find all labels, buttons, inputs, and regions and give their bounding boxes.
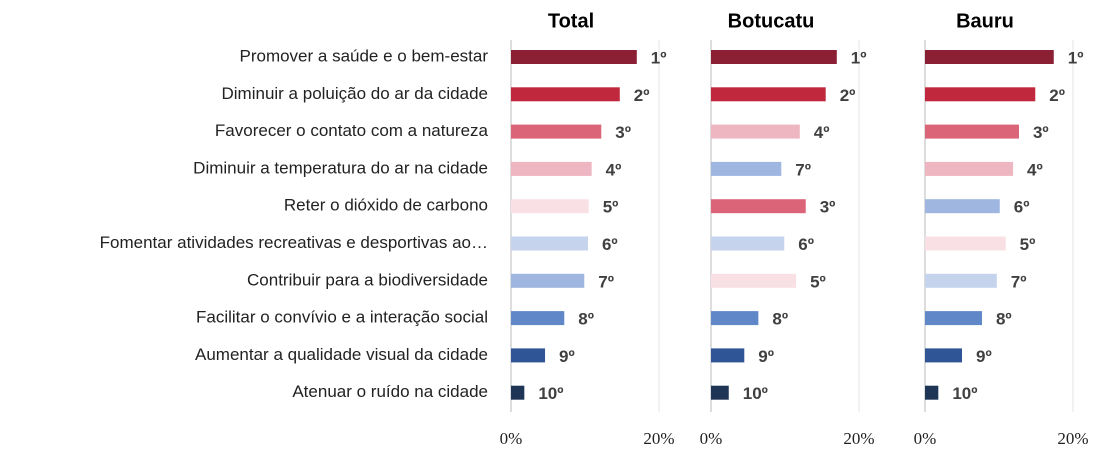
value-label: 4º xyxy=(814,123,830,142)
value-label: 10º xyxy=(743,384,768,403)
bar xyxy=(511,161,592,176)
bar xyxy=(511,236,588,251)
bar xyxy=(711,348,745,363)
value-label: 9º xyxy=(559,347,575,366)
value-label: 9º xyxy=(758,347,774,366)
bar xyxy=(925,311,982,326)
category-label: Reter o dióxido de carbono xyxy=(284,196,488,215)
bar xyxy=(711,273,797,288)
value-label: 2º xyxy=(840,86,856,105)
value-label: 7º xyxy=(795,160,811,179)
bar xyxy=(511,273,585,288)
bar xyxy=(511,348,546,363)
value-label: 6º xyxy=(1014,198,1030,217)
category-label: Promover a saúde e o bem-estar xyxy=(239,46,488,65)
bar xyxy=(711,385,729,400)
value-label: 5º xyxy=(1020,235,1036,254)
bar xyxy=(711,50,837,64)
x-tick-label: 20% xyxy=(843,429,874,448)
category-label: Fomentar atividades recreativas e despor… xyxy=(100,233,488,252)
value-label: 2º xyxy=(1049,86,1065,105)
bar xyxy=(511,311,565,326)
value-label: 2º xyxy=(634,86,650,105)
value-label: 6º xyxy=(602,235,618,254)
value-label: 3º xyxy=(1033,123,1049,142)
bar xyxy=(925,348,962,363)
panel-title: Total xyxy=(548,10,594,32)
value-label: 5º xyxy=(603,198,619,217)
bar xyxy=(511,87,620,102)
bar xyxy=(511,199,589,214)
x-tick-label: 0% xyxy=(914,429,937,448)
panel-title: Bauru xyxy=(956,10,1014,32)
category-label: Aumentar a qualidade visual da cidade xyxy=(195,345,488,364)
bar xyxy=(925,273,997,288)
bar xyxy=(925,124,1019,139)
bar xyxy=(925,199,1000,214)
value-label: 3º xyxy=(820,198,836,217)
value-label: 5º xyxy=(810,272,826,291)
bar xyxy=(925,50,1054,64)
x-tick-label: 0% xyxy=(500,429,523,448)
value-label: 6º xyxy=(798,235,814,254)
bar xyxy=(711,161,782,176)
x-tick-label: 20% xyxy=(643,429,674,448)
value-label: 8º xyxy=(772,310,788,329)
bar xyxy=(711,236,785,251)
bar xyxy=(711,311,759,326)
value-label: 4º xyxy=(606,160,622,179)
value-label: 1º xyxy=(1068,48,1084,67)
x-tick-label: 0% xyxy=(700,429,723,448)
bar xyxy=(711,124,800,139)
value-label: 1º xyxy=(651,48,667,67)
value-label: 10º xyxy=(952,384,977,403)
category-label: Contribuir para a biodiversidade xyxy=(247,270,488,289)
category-label: Diminuir a poluição do ar da cidade xyxy=(222,84,489,103)
bar xyxy=(711,199,806,214)
value-label: 1º xyxy=(851,48,867,67)
x-tick-label: 20% xyxy=(1057,429,1088,448)
value-label: 7º xyxy=(1011,272,1027,291)
value-label: 9º xyxy=(976,347,992,366)
category-label: Favorecer o contato com a natureza xyxy=(215,121,489,140)
category-label: Diminuir a temperatura do ar na cidade xyxy=(193,158,488,177)
value-label: 8º xyxy=(578,310,594,329)
bar xyxy=(511,385,525,400)
panel-title: Botucatu xyxy=(728,10,815,32)
bar xyxy=(711,87,826,102)
value-label: 10º xyxy=(538,384,563,403)
bar xyxy=(925,161,1014,176)
category-label: Facilitar o convívio e a interação socia… xyxy=(196,308,488,327)
value-label: 3º xyxy=(615,123,631,142)
bar xyxy=(925,385,939,400)
value-label: 8º xyxy=(996,310,1012,329)
bar xyxy=(925,87,1036,102)
value-label: 7º xyxy=(598,272,614,291)
bar xyxy=(925,236,1006,251)
bar xyxy=(511,124,602,139)
value-label: 4º xyxy=(1027,160,1043,179)
bar xyxy=(511,50,637,64)
category-label: Atenuar o ruído na cidade xyxy=(292,382,488,401)
